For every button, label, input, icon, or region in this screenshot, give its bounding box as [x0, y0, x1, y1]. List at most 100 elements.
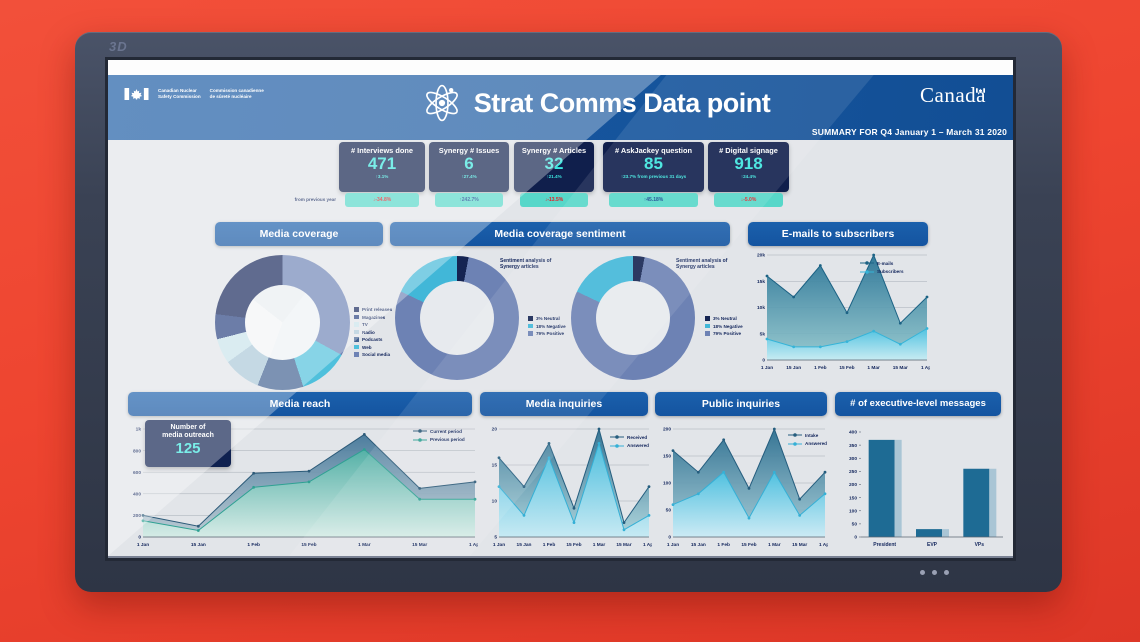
legend-item: Radio: [354, 330, 392, 335]
svg-text:15 Mar: 15 Mar: [893, 365, 908, 371]
sentiment-chart-label-2: Sentiment analysis of Synergy articles: [676, 258, 728, 271]
svg-text:VPs: VPs: [975, 542, 985, 548]
kpi-yoy-askjackey: ↑45.18%: [609, 193, 698, 207]
svg-text:10k: 10k: [757, 305, 765, 311]
legend-item: Magazines: [354, 315, 392, 320]
kpi-yoy-interviews: ↓-34.8%: [345, 193, 419, 207]
svg-text:150: 150: [849, 495, 857, 501]
media-outreach-callout: Number of media outreach 125: [145, 420, 231, 467]
svg-text:15 Feb: 15 Feb: [741, 542, 756, 548]
svg-text:300: 300: [849, 456, 857, 462]
svg-text:1 Apr: 1 Apr: [643, 542, 652, 548]
exec-messages-bar-chart: 0 50 100 150 200 250 300 350 400 President EVP VPs: [839, 426, 1007, 550]
svg-text:15 Jan: 15 Jan: [191, 542, 206, 548]
public-inquiries-legend: Intake Answered: [788, 432, 827, 449]
legend-item: 79% Positive: [528, 331, 566, 336]
canada-flag-icon: [124, 88, 149, 100]
media-coverage-legend: Print releases Magazines TV Radio Podcasts We…: [354, 307, 392, 360]
panel-button-public-inquiries[interactable]: Public inquiries: [655, 392, 827, 416]
svg-text:15 Feb: 15 Feb: [839, 365, 854, 371]
svg-text:1k: 1k: [136, 427, 142, 433]
svg-text:10: 10: [492, 499, 498, 505]
svg-text:1 Apr: 1 Apr: [921, 365, 930, 371]
svg-text:200: 200: [133, 513, 141, 519]
kpi-card-digital-signage: # Digital signage 918 ↑24.4%: [708, 142, 789, 192]
legend-item: Current period: [413, 428, 465, 434]
svg-text:15k: 15k: [757, 279, 765, 285]
monitor-menu-dots[interactable]: [920, 570, 949, 575]
svg-text:15 Feb: 15 Feb: [566, 542, 581, 548]
svg-text:1 Jan: 1 Jan: [137, 542, 149, 548]
svg-text:0: 0: [854, 535, 857, 541]
svg-text:15 Jan: 15 Jan: [786, 365, 801, 371]
legend-item: Received: [610, 434, 649, 440]
legend-item: TV: [354, 322, 392, 327]
legend-item: 3% Neutral: [528, 316, 566, 321]
svg-text:100: 100: [849, 508, 857, 514]
svg-text:1 Feb: 1 Feb: [247, 542, 260, 548]
svg-text:15: 15: [492, 463, 498, 469]
svg-text:400: 400: [849, 430, 857, 436]
svg-text:5: 5: [494, 535, 497, 541]
svg-text:15 Feb: 15 Feb: [301, 542, 316, 548]
svg-text:0: 0: [762, 358, 765, 364]
legend-item: 3% Neutral: [705, 316, 743, 321]
svg-text:800: 800: [133, 448, 141, 454]
svg-text:15 Mar: 15 Mar: [412, 542, 427, 548]
svg-text:1 Jan: 1 Jan: [761, 365, 773, 371]
kpi-card-synergy-issues: Synergy # Issues 6 ↑27.4%: [429, 142, 509, 192]
summary-period-label: SUMMARY FOR Q4 January 1 – March 31 2020: [811, 127, 1007, 137]
svg-text:50: 50: [666, 508, 672, 514]
legend-item: 79% Positive: [705, 331, 743, 336]
svg-text:15 Jan: 15 Jan: [517, 542, 532, 548]
legend-item: Podcasts: [354, 337, 392, 342]
panel-button-exec-messages[interactable]: # of executive-level messages: [835, 392, 1001, 416]
svg-text:20k: 20k: [757, 253, 765, 259]
dashboard-screen: Canadian Nuclear Safety Commission Commi…: [108, 60, 1013, 558]
media-inquiries-legend: Received Answered: [610, 434, 649, 451]
media-inquiries-chart: 5 10 15 20 1 Jan 15 Jan 1 Feb 15 Feb 1 Mar 15 Mar…: [482, 424, 656, 550]
sentiment-donut-chart-2: [571, 256, 695, 380]
monitor-3d-label: 3D: [109, 39, 128, 54]
svg-text:1 Mar: 1 Mar: [768, 542, 781, 548]
svg-text:20: 20: [492, 427, 498, 433]
svg-text:15 Jan: 15 Jan: [691, 542, 706, 548]
panel-button-media-inquiries[interactable]: Media inquiries: [480, 392, 648, 416]
panel-button-media-reach[interactable]: Media reach: [128, 392, 472, 416]
svg-text:200: 200: [663, 427, 671, 433]
sentiment-legend-2: 3% Neutral 18% Negative 79% Positive: [705, 316, 743, 339]
kpi-card-askjackey: # AskJackey question 85 ↑23.7% from prev…: [603, 142, 704, 192]
wordmark-flag-icon: [976, 88, 985, 93]
kpi-card-synergy-articles: Synergy # Articles 32 ↑21.4%: [514, 142, 594, 192]
svg-text:1 Jan: 1 Jan: [493, 542, 505, 548]
agency-name-en: Canadian Nuclear Safety Commission: [158, 88, 201, 100]
svg-text:1 Apr: 1 Apr: [469, 542, 478, 548]
legend-item: 18% Negative: [528, 324, 566, 329]
svg-text:350: 350: [849, 443, 857, 449]
svg-text:1 Mar: 1 Mar: [867, 365, 880, 371]
svg-text:1 Apr: 1 Apr: [819, 542, 828, 548]
emails-chart: 0 5k 10k 15k 20k 1 Jan 15 Jan 1 Feb 15 Feb 1 Mar 1…: [750, 250, 933, 373]
kpi-card-interviews: # Interviews done 471 ↑3.1%: [339, 142, 425, 192]
atom-icon: [425, 84, 458, 122]
kpi-yoy-digital-signage: ↓-5.0%: [714, 193, 783, 207]
dashboard-header: Canadian Nuclear Safety Commission Commi…: [108, 75, 1013, 140]
svg-text:15 Mar: 15 Mar: [616, 542, 631, 548]
media-coverage-donut-chart: [215, 255, 350, 390]
svg-text:1 Jan: 1 Jan: [667, 542, 679, 548]
svg-text:0: 0: [668, 535, 671, 541]
legend-item: Answered: [788, 441, 827, 447]
panel-button-emails[interactable]: E-mails to subscribers: [748, 222, 928, 246]
svg-text:600: 600: [133, 470, 141, 476]
screen-top-strip: [108, 60, 1013, 75]
emails-legend: E-mails Subscribers: [860, 260, 904, 277]
sentiment-chart-label-1: Sentiment analysis of Synergy articles: [500, 258, 552, 271]
sentiment-donut-chart-1: [395, 256, 519, 380]
panel-button-sentiment[interactable]: Media coverage sentiment: [390, 222, 730, 246]
svg-text:250: 250: [849, 469, 857, 475]
panel-button-media-coverage[interactable]: Media coverage: [215, 222, 383, 246]
svg-text:15 Mar: 15 Mar: [792, 542, 807, 548]
legend-item: 18% Negative: [705, 324, 743, 329]
svg-text:5k: 5k: [760, 331, 766, 337]
svg-text:President: President: [873, 542, 896, 548]
